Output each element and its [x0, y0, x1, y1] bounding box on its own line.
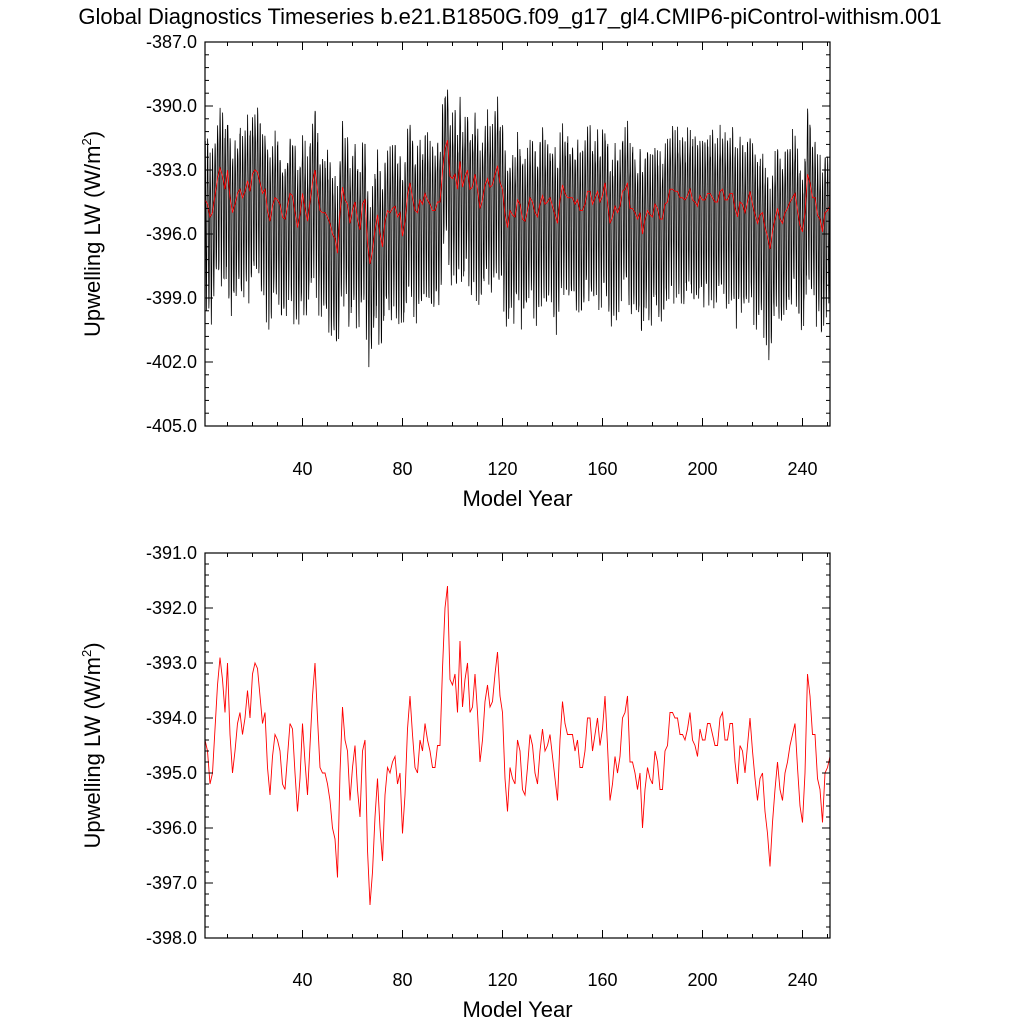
y-tick-label: -392.0	[146, 598, 197, 618]
x-tick-label: 240	[787, 459, 817, 479]
y-axis-label: Upwelling LW (W/m2)	[79, 131, 105, 337]
plot-area	[205, 585, 830, 906]
x-tick-label: 40	[292, 970, 312, 990]
y-axis-label: Upwelling LW (W/m2)	[79, 642, 105, 848]
y-tick-label: -397.0	[146, 873, 197, 893]
y-tick-label: -402.0	[146, 352, 197, 372]
series-line-monthly	[205, 89, 830, 368]
x-tick-label: 80	[392, 459, 412, 479]
y-tick-label: -394.0	[146, 708, 197, 728]
x-tick-label: 40	[292, 459, 312, 479]
y-tick-label: -396.0	[146, 818, 197, 838]
plot-frame	[204, 552, 831, 939]
y-tick-label: -399.0	[146, 288, 197, 308]
x-axis-label: Model Year	[462, 997, 572, 1022]
y-tick-label: -398.0	[146, 928, 197, 948]
y-tick-label: -395.0	[146, 763, 197, 783]
plot-area	[205, 89, 830, 368]
y-tick-label: -390.0	[146, 96, 197, 116]
x-tick-label: 240	[787, 970, 817, 990]
x-tick-label: 120	[487, 970, 517, 990]
y-tick-label: -387.0	[146, 32, 197, 52]
series-line-annual-mean	[205, 585, 830, 906]
x-tick-label: 160	[587, 459, 617, 479]
x-axis-label: Model Year	[462, 486, 572, 511]
y-tick-label: -396.0	[146, 224, 197, 244]
y-tick-label: -393.0	[146, 160, 197, 180]
bottom-panel: 40 80 120 160 200 240 -398.0 -397.0 -396.0 -395.0…	[79, 543, 831, 1022]
x-tick-label: 200	[687, 459, 717, 479]
x-tick-label: 200	[687, 970, 717, 990]
figure-title: Global Diagnostics Timeseries b.e21.B185…	[78, 4, 941, 29]
y-tick-label: -391.0	[146, 543, 197, 563]
x-tick-label: 120	[487, 459, 517, 479]
top-panel: 40 80 120 160 200 240 -405.0 -402.0 -399.0 -396.0…	[79, 32, 831, 511]
x-tick-label: 80	[392, 970, 412, 990]
y-tick-label: -393.0	[146, 653, 197, 673]
y-tick-label: -405.0	[146, 416, 197, 436]
x-tick-label: 160	[587, 970, 617, 990]
series-line-annual-mean	[205, 140, 830, 264]
